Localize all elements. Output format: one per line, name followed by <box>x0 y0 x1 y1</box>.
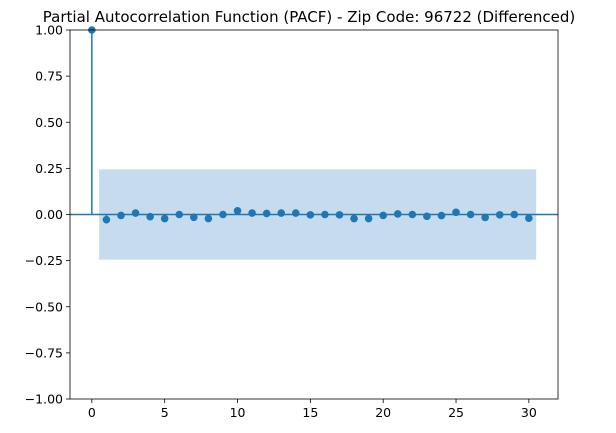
point-lag-20 <box>379 211 387 220</box>
point-lag-12 <box>262 209 271 218</box>
y-tick-label-1: 0.75 <box>35 69 63 84</box>
point-lag-7 <box>190 213 198 222</box>
x-tick-label-10: 10 <box>230 405 246 420</box>
y-tick-label-3: 0.25 <box>35 161 63 176</box>
y-tick-label-8: −1.00 <box>25 392 63 407</box>
x-tick-label-30: 30 <box>521 405 537 420</box>
point-lag-2 <box>117 211 125 220</box>
y-tick-label-0: 1.00 <box>35 23 63 38</box>
point-lag-13 <box>277 209 286 217</box>
x-tick-label-15: 15 <box>302 405 318 420</box>
x-tick-label-5: 5 <box>161 405 169 420</box>
chart-title: Partial Autocorrelation Function (PACF) … <box>43 8 575 26</box>
point-lag-23 <box>423 212 431 221</box>
x-tick-label-0: 0 <box>88 405 96 420</box>
x-tick-label-25: 25 <box>448 405 464 420</box>
point-lag-5 <box>160 214 169 223</box>
point-layer <box>88 26 533 224</box>
point-lag-30 <box>525 214 533 222</box>
y-tick-label-2: 0.50 <box>35 115 63 130</box>
y-tick-label-5: −0.25 <box>25 253 63 268</box>
point-lag-27 <box>481 213 489 222</box>
point-lag-8 <box>204 214 213 223</box>
x-tick-label-20: 20 <box>375 405 391 420</box>
y-tick-label-7: −0.75 <box>25 345 63 360</box>
point-lag-10 <box>233 207 242 215</box>
point-lag-3 <box>131 209 140 217</box>
axes-layer <box>69 29 559 400</box>
tick-layer: 0 5 10 15 20 25 30 1.00 0.75 0.50 0.25 0.00 −0.25 −0.… <box>25 23 537 421</box>
y-tick-label-6: −0.50 <box>25 299 63 314</box>
point-lag-18 <box>350 214 358 223</box>
point-lag-1 <box>102 215 111 224</box>
point-lag-24 <box>437 211 446 220</box>
point-lag-19 <box>364 214 373 223</box>
y-tick-label-4: 0.00 <box>35 207 63 222</box>
point-lag-11 <box>248 209 256 217</box>
point-lag-14 <box>291 209 300 217</box>
